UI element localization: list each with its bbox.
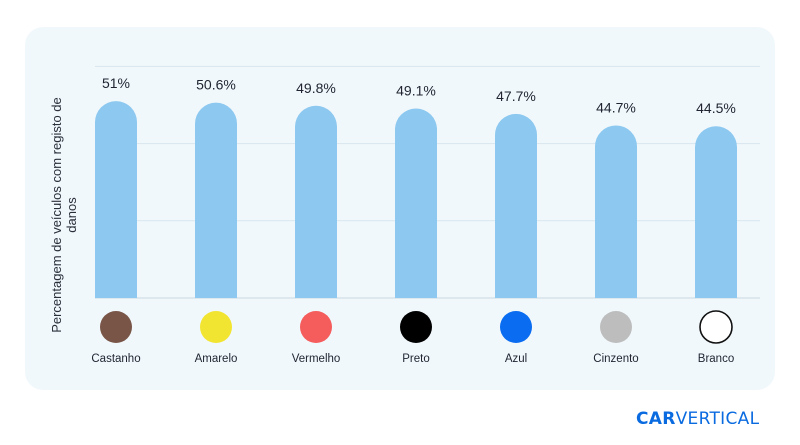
logo-part-vertical: VERTICAL (675, 409, 760, 429)
bar-vermelho (295, 105, 337, 298)
bar-branco (695, 126, 737, 298)
category-label: Cinzento (593, 353, 638, 365)
color-swatch-branco (699, 310, 733, 344)
y-axis-label: Percentagem de veículos com registo de d… (49, 97, 79, 333)
value-label: 44.7% (596, 99, 636, 115)
category-label: Branco (698, 353, 734, 365)
value-label: 50.6% (196, 77, 236, 93)
bar-cinzento (595, 125, 637, 298)
bar-amarelo (195, 102, 237, 299)
color-swatch-preto (400, 311, 432, 343)
color-swatch-castanho (100, 311, 132, 343)
value-label: 44.5% (696, 100, 736, 116)
value-label: 51% (102, 75, 130, 91)
logo-part-car: CAR (636, 409, 676, 429)
value-label: 49.1% (396, 82, 436, 98)
bar-azul (495, 113, 537, 298)
bar-castanho (95, 101, 137, 298)
bar-preto (395, 108, 437, 298)
category-label: Vermelho (292, 353, 341, 365)
color-swatch-cinzento (600, 311, 632, 343)
color-swatch-amarelo (200, 311, 232, 343)
category-label: Amarelo (195, 353, 238, 365)
category-label: Preto (402, 353, 430, 365)
color-swatch-azul (500, 311, 532, 343)
category-label: Castanho (91, 353, 140, 365)
color-swatch-vermelho (300, 311, 332, 343)
category-label: Azul (505, 353, 527, 365)
value-label: 49.8% (296, 80, 336, 96)
value-label: 47.7% (496, 88, 536, 104)
carvertical-logo: CARVERTICAL (636, 409, 759, 429)
